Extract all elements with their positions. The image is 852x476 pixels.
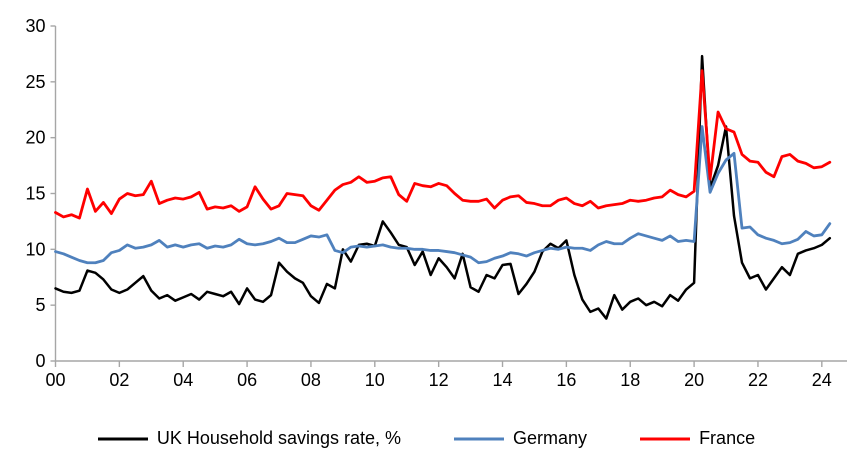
x-tick-label: 10 xyxy=(365,370,385,390)
y-tick-label: 20 xyxy=(25,128,45,148)
series-line-france xyxy=(54,69,832,220)
x-tick-label: 12 xyxy=(429,370,449,390)
y-tick-label: 15 xyxy=(25,184,45,204)
axis-lines xyxy=(54,26,847,362)
x-tick-label: 04 xyxy=(173,370,193,390)
y-tick-label: 0 xyxy=(35,351,45,371)
y-tick-label: 30 xyxy=(25,16,45,36)
x-tick-label: 18 xyxy=(620,370,640,390)
x-tick-label: 20 xyxy=(684,370,704,390)
series-line-germany xyxy=(54,125,832,265)
x-tick-label: 14 xyxy=(493,370,513,390)
legend-item-germany: Germany xyxy=(453,428,587,449)
y-tick-label: 25 xyxy=(25,72,45,92)
france-line-swatch xyxy=(640,437,691,440)
legend-item-france: France xyxy=(639,428,755,449)
legend-label-france: France xyxy=(699,428,756,448)
y-tick-label: 10 xyxy=(25,239,45,259)
x-tick-label: 06 xyxy=(237,370,257,390)
x-tick-label: 24 xyxy=(812,370,832,390)
uk-line-swatch xyxy=(97,437,148,440)
legend-item-uk: UK Household savings rate, % xyxy=(97,428,401,449)
legend-label-germany: Germany xyxy=(513,428,588,448)
y-tick-label: 5 xyxy=(35,295,45,315)
x-tick-label: 22 xyxy=(748,370,768,390)
x-tick-label: 16 xyxy=(556,370,576,390)
x-tick-label: 00 xyxy=(45,370,65,390)
legend-label-uk: UK Household savings rate, % xyxy=(156,428,402,448)
germany-line-swatch xyxy=(454,437,505,440)
chart-legend: UK Household savings rate, % Germany Fra… xyxy=(0,428,852,449)
savings-rate-line-chart: 0 5 10 15 20 25 30 00 02 04 06 08 10 12 14 16 18 20 22 24 xyxy=(25,16,847,390)
x-tick-label: 02 xyxy=(109,370,129,390)
x-tick-label: 08 xyxy=(301,370,321,390)
